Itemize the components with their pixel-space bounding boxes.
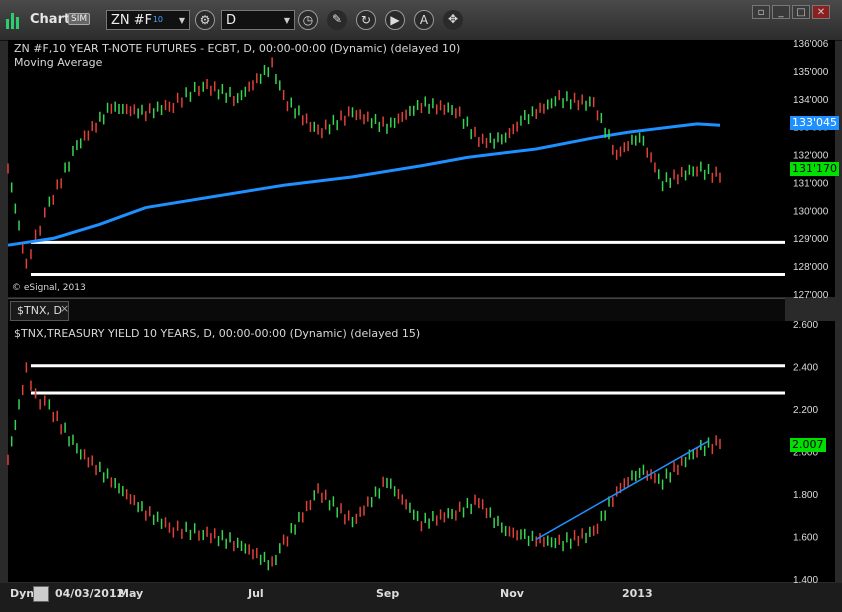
pane-tab-bar: $TNX, D × [8, 298, 785, 322]
y-tick-label: 134'000 [793, 95, 829, 106]
moving-average-line [7, 122, 721, 247]
draw-pencil-button[interactable]: ✎ [327, 10, 347, 30]
y-tick-label: 130'000 [793, 206, 829, 217]
symbol-badge: 10 [152, 15, 163, 24]
symbol-combo[interactable]: ZN #F 10 ▼ [106, 10, 190, 30]
y-tick-label: 135'000 [793, 67, 829, 78]
refresh-button[interactable]: ↻ [356, 10, 376, 30]
minimize-button[interactable]: _ [772, 5, 790, 19]
status-bar: Dyn 04/03/2012 May Jul Sep Nov 2013 [0, 583, 842, 612]
y-tick-label: 2.200 [793, 405, 818, 416]
y-tick-label: 129'000 [793, 234, 829, 245]
calendar-icon[interactable] [33, 586, 49, 602]
y-tick-label: 1.400 [793, 575, 818, 586]
close-button[interactable]: ✕ [812, 5, 830, 19]
y-tick-label: 1.800 [793, 490, 818, 501]
x-label-nov: Nov [500, 587, 524, 600]
y-tick-label: 128'000 [793, 262, 829, 273]
dyn-label[interactable]: Dyn [10, 587, 35, 600]
symbol-value: ZN #F [111, 13, 153, 28]
copyright-label: © eSignal, 2013 [12, 283, 86, 293]
interval-value: D [226, 13, 237, 28]
y-tick-label: 2.600 [793, 320, 818, 331]
yield-last-price-tag: 2.007 [790, 438, 826, 452]
y-tick-label: 131'000 [793, 178, 829, 189]
maximize-button[interactable]: □ [792, 5, 810, 19]
ma-price-tag: 133'045 [790, 116, 840, 130]
close-icon[interactable]: × [60, 302, 70, 315]
window-title: Chart [30, 12, 71, 27]
y-tick-label: 127'000 [793, 290, 829, 301]
chevron-down-icon: ▼ [178, 16, 185, 25]
link-settings-button[interactable]: ⚙ [195, 10, 215, 30]
yield-pane-title: $TNX,TREASURY YIELD 10 YEARS, D, 00:00-0… [14, 327, 421, 340]
futures-last-price-tag: 131'170 [790, 162, 840, 176]
x-label-2013: 2013 [622, 587, 653, 600]
x-label-may: May [118, 587, 144, 600]
popout-button[interactable]: ▫ [752, 5, 770, 19]
y-tick-label: 1.600 [793, 533, 818, 544]
x-label-sep: Sep [376, 587, 400, 600]
connect-icon-button[interactable]: ✥ [443, 10, 463, 30]
chevron-down-icon: ▼ [283, 16, 290, 25]
futures-pane-title: ZN #F,10 YEAR T-NOTE FUTURES - ECBT, D, … [14, 42, 461, 55]
tnx-pane-tab[interactable]: $TNX, D [10, 301, 69, 321]
x-label-jul: Jul [248, 587, 264, 600]
study-label: Moving Average [14, 56, 103, 69]
sim-badge: SIM [68, 13, 91, 25]
y-tick-label: 132'000 [793, 151, 829, 162]
y-tick-label: 2.400 [793, 363, 818, 374]
play-button[interactable]: ▶ [385, 10, 405, 30]
y-tick-label: 136'006 [793, 39, 829, 50]
chart-app-icon [6, 11, 22, 29]
interval-combo[interactable]: D ▼ [221, 10, 295, 30]
trendline [535, 440, 709, 540]
title-bar: Chart SIM ZN #F 10 ▼ ⚙ D ▼ ◷ ✎ ↻ ▶ A ✥ ▫… [0, 0, 842, 41]
time-template-button[interactable]: ◷ [298, 10, 318, 30]
y-tick-label: 2.000 [793, 448, 818, 459]
alert-button[interactable]: A [414, 10, 434, 30]
start-date[interactable]: 04/03/2012 [55, 587, 125, 600]
